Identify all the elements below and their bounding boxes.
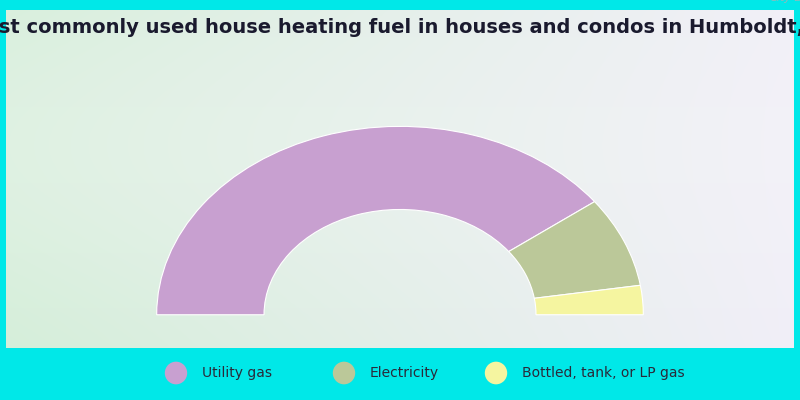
Wedge shape: [534, 285, 643, 315]
Text: Utility gas: Utility gas: [202, 366, 272, 380]
Text: Electricity: Electricity: [370, 366, 438, 380]
Ellipse shape: [333, 362, 355, 384]
Text: Most commonly used house heating fuel in houses and condos in Humboldt, IA: Most commonly used house heating fuel in…: [0, 18, 800, 37]
Text: Bottled, tank, or LP gas: Bottled, tank, or LP gas: [522, 366, 684, 380]
Ellipse shape: [165, 362, 187, 384]
Text: City-Data.com: City-Data.com: [770, 0, 800, 3]
Wedge shape: [509, 202, 640, 298]
Ellipse shape: [485, 362, 507, 384]
Wedge shape: [157, 126, 594, 315]
